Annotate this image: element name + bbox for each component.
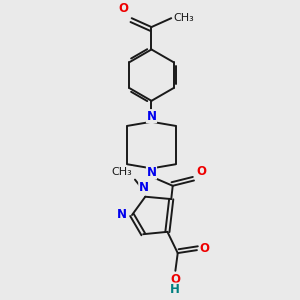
Text: O: O	[200, 242, 210, 255]
Text: N: N	[117, 208, 127, 221]
Text: H: H	[170, 283, 180, 296]
Text: O: O	[119, 2, 129, 15]
Text: CH₃: CH₃	[111, 167, 132, 177]
Text: CH₃: CH₃	[174, 13, 194, 22]
Text: N: N	[146, 110, 157, 123]
Text: N: N	[146, 166, 157, 179]
Text: N: N	[139, 182, 149, 194]
Text: O: O	[170, 273, 180, 286]
Text: O: O	[196, 165, 206, 178]
